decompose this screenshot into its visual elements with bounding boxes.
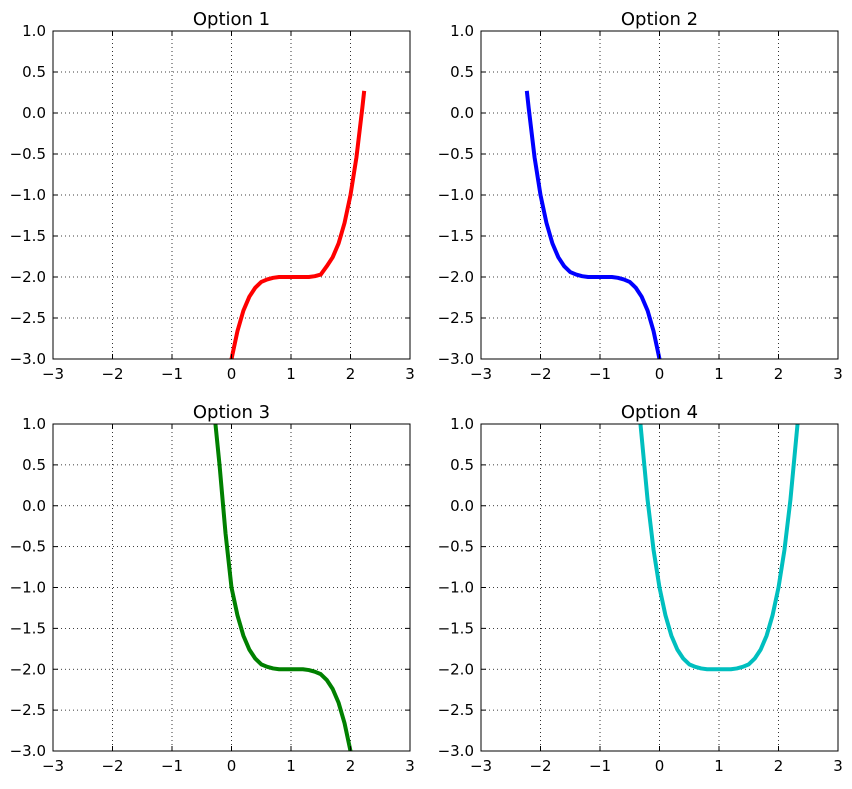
y-tick-label: −0.5 [438, 538, 474, 556]
series-line-1 [229, 90, 367, 359]
y-tick-label: −1.0 [438, 186, 474, 204]
x-tick-label: −1 [589, 757, 611, 775]
y-tick-label: 0.0 [22, 104, 46, 122]
x-tick-label: 3 [833, 757, 843, 775]
y-tick-label: −1.0 [438, 579, 474, 597]
y-tick-label: 0.0 [22, 497, 46, 515]
x-tick-label: 1 [286, 757, 296, 775]
y-tick-label: −1.5 [438, 619, 474, 637]
x-tick-label: 0 [655, 365, 665, 383]
y-tick-label: −2.0 [438, 660, 474, 678]
y-tick-label: 0.5 [22, 456, 46, 474]
y-tick-label: 1.0 [22, 22, 46, 40]
x-tick-label: −1 [161, 365, 183, 383]
x-tick-label: 2 [774, 365, 784, 383]
y-tick-label: −1.5 [438, 227, 474, 245]
x-tick-label: 3 [405, 365, 415, 383]
x-tick-label: −2 [101, 365, 123, 383]
axes-frame [480, 423, 839, 752]
chart-title: Option 3 [193, 402, 270, 423]
chart-panel-2: −3 −2 −1 0 1 2 3 1.0 0.5 0.0 −0.5 −1.0 −1.5 −2.0 −2.5 −… [438, 9, 843, 383]
chart-title: Option 1 [193, 9, 270, 30]
y-tick-label: −0.5 [438, 145, 474, 163]
y-tick-label: −2.5 [10, 309, 46, 327]
y-tick-label: −1.5 [10, 227, 46, 245]
y-tick-label: 1.0 [450, 415, 474, 433]
x-tick-label: 1 [714, 757, 724, 775]
y-tick-label: −2.0 [10, 660, 46, 678]
y-tick-label: −2.0 [438, 268, 474, 286]
x-tick-label: 0 [655, 757, 665, 775]
y-tick-label: 0.5 [450, 456, 474, 474]
series-line-1 [638, 424, 800, 672]
axes-frame [480, 30, 839, 360]
series-line-1 [213, 424, 353, 751]
x-tick-label: −3 [42, 757, 64, 775]
x-tick-label: −1 [589, 365, 611, 383]
y-tick-label: −1.0 [10, 579, 46, 597]
y-tick-label: −2.5 [438, 309, 474, 327]
chart-title: Option 4 [621, 402, 698, 423]
x-tick-label: 3 [833, 365, 843, 383]
y-tick-label: 0.5 [450, 63, 474, 81]
y-tick-label: −3.0 [10, 350, 46, 368]
x-tick-label: 2 [346, 757, 356, 775]
x-tick-label: 0 [227, 757, 237, 775]
y-tick-label: −1.5 [10, 619, 46, 637]
chart-title: Option 2 [621, 9, 698, 30]
x-tick-label: 2 [346, 365, 356, 383]
x-tick-label: 3 [405, 757, 415, 775]
y-tick-label: −1.0 [10, 186, 46, 204]
chart-panel-3: −3 −2 −1 0 1 2 3 1.0 0.5 0.0 −0.5 −1.0 −1.5 −2.0 −2.5 −… [10, 402, 415, 775]
x-tick-label: −2 [529, 757, 551, 775]
x-tick-label: −3 [470, 757, 492, 775]
axes-frame [52, 30, 411, 360]
x-tick-label: −2 [529, 365, 551, 383]
y-tick-label: −3.0 [438, 350, 474, 368]
y-tick-label: 0.0 [450, 497, 474, 515]
y-tick-label: 0.0 [450, 104, 474, 122]
x-tick-label: 1 [714, 365, 724, 383]
x-tick-label: 0 [227, 365, 237, 383]
x-tick-label: −3 [470, 365, 492, 383]
y-tick-label: −0.5 [10, 538, 46, 556]
x-tick-label: −3 [42, 365, 64, 383]
y-tick-label: −2.5 [10, 701, 46, 719]
y-tick-label: −3.0 [10, 742, 46, 760]
y-tick-label: 0.5 [22, 63, 46, 81]
x-tick-label: −1 [161, 757, 183, 775]
y-tick-label: −0.5 [10, 145, 46, 163]
y-tick-label: −2.0 [10, 268, 46, 286]
y-tick-label: 1.0 [22, 415, 46, 433]
y-tick-label: −3.0 [438, 742, 474, 760]
chart-panel-1: −3 −2 −1 0 1 2 3 1.0 0.5 0.0 −0.5 −1.0 −1.5 −2.0 −2.5 −… [10, 9, 415, 383]
y-tick-label: 1.0 [450, 22, 474, 40]
y-tick-label: −2.5 [438, 701, 474, 719]
series-line-1 [524, 90, 662, 359]
x-tick-label: 1 [286, 365, 296, 383]
chart-panel-4: −3 −2 −1 0 1 2 3 1.0 0.5 0.0 −0.5 −1.0 −1.5 −2.0 −2.5 −… [438, 402, 843, 775]
axes-frame [52, 423, 411, 752]
x-tick-label: −2 [101, 757, 123, 775]
x-tick-label: 2 [774, 757, 784, 775]
